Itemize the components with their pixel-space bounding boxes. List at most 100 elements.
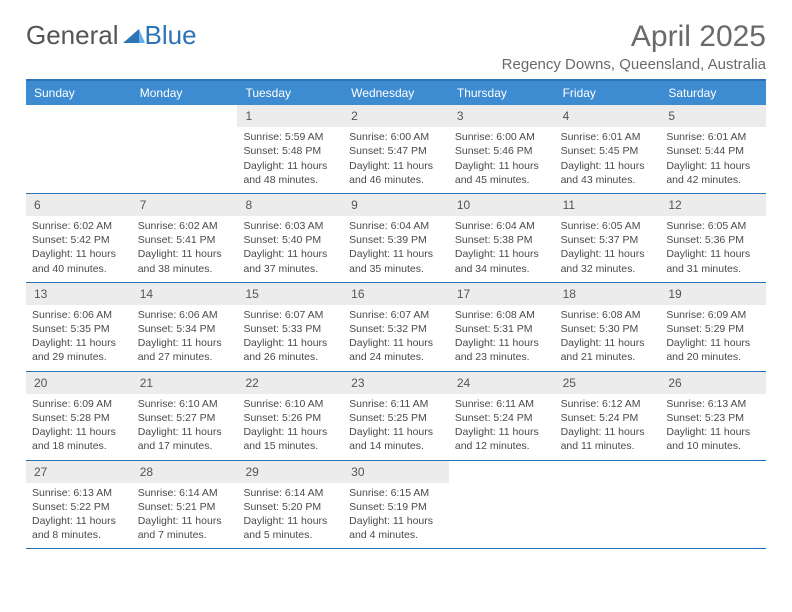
day-number: 21 — [132, 372, 238, 394]
calendar-day: 15 Sunrise: 6:07 AMSunset: 5:33 PMDayligh… — [237, 283, 343, 371]
day-number: 22 — [237, 372, 343, 394]
daylight-text: Daylight: 11 hours and 4 minutes. — [349, 514, 443, 542]
day-number: 6 — [26, 194, 132, 216]
day-body: Sunrise: 6:00 AMSunset: 5:47 PMDaylight:… — [343, 127, 449, 193]
sunrise-text: Sunrise: 6:07 AM — [349, 308, 443, 322]
day-number: 13 — [26, 283, 132, 305]
sunset-text: Sunset: 5:41 PM — [138, 233, 232, 247]
calendar-day: 10Sunrise: 6:04 AMSunset: 5:38 PMDayligh… — [449, 194, 555, 282]
month-title: April 2025 — [502, 20, 766, 54]
day-body: Sunrise: 6:12 AMSunset: 5:24 PMDaylight:… — [555, 394, 661, 460]
calendar-day: 17Sunrise: 6:08 AMSunset: 5:31 PMDayligh… — [449, 283, 555, 371]
calendar-day: 21Sunrise: 6:10 AMSunset: 5:27 PMDayligh… — [132, 372, 238, 460]
day-body: Sunrise: 6:14 AMSunset: 5:21 PMDaylight:… — [132, 483, 238, 549]
calendar-week: 1Sunrise: 5:59 AMSunset: 5:48 PMDaylight… — [26, 105, 766, 194]
sunset-text: Sunset: 5:47 PM — [349, 144, 443, 158]
daylight-text: Daylight: 11 hours and 24 minutes. — [349, 336, 443, 364]
daylight-text: Daylight: 11 hours and 20 minutes. — [666, 336, 760, 364]
sunrise-text: Sunrise: 6:06 AM — [32, 308, 126, 322]
sunrise-text: Sunrise: 6:08 AM — [561, 308, 655, 322]
calendar-day: 23Sunrise: 6:11 AMSunset: 5:25 PMDayligh… — [343, 372, 449, 460]
sunrise-text: Sunrise: 6:08 AM — [455, 308, 549, 322]
sunrise-text: Sunrise: 6:09 AM — [32, 397, 126, 411]
daylight-text: Daylight: 11 hours and 46 minutes. — [349, 159, 443, 187]
sunset-text: Sunset: 5:26 PM — [243, 411, 337, 425]
calendar: Sunday Monday Tuesday Wednesday Thursday… — [26, 79, 766, 549]
sunrise-text: Sunrise: 6:10 AM — [243, 397, 337, 411]
day-body: Sunrise: 6:09 AMSunset: 5:29 PMDaylight:… — [660, 305, 766, 371]
sunrise-text: Sunrise: 6:12 AM — [561, 397, 655, 411]
sunrise-text: Sunrise: 6:07 AM — [243, 308, 337, 322]
sunset-text: Sunset: 5:38 PM — [455, 233, 549, 247]
day-number: 9 — [343, 194, 449, 216]
calendar-day — [449, 461, 555, 549]
sunset-text: Sunset: 5:44 PM — [666, 144, 760, 158]
calendar-day: 12Sunrise: 6:05 AMSunset: 5:36 PMDayligh… — [660, 194, 766, 282]
sunset-text: Sunset: 5:48 PM — [243, 144, 337, 158]
day-number: 1 — [237, 105, 343, 127]
calendar-day: 4Sunrise: 6:01 AMSunset: 5:45 PMDaylight… — [555, 105, 661, 193]
sunset-text: Sunset: 5:29 PM — [666, 322, 760, 336]
weekday-header: Wednesday — [343, 81, 449, 105]
calendar-day: 28Sunrise: 6:14 AMSunset: 5:21 PMDayligh… — [132, 461, 238, 549]
day-body: Sunrise: 6:15 AMSunset: 5:19 PMDaylight:… — [343, 483, 449, 549]
day-body: Sunrise: 6:05 AMSunset: 5:37 PMDaylight:… — [555, 216, 661, 282]
weekday-header: Saturday — [660, 81, 766, 105]
day-number: 15 — [237, 283, 343, 305]
sunrise-text: Sunrise: 6:01 AM — [666, 130, 760, 144]
sunrise-text: Sunrise: 6:09 AM — [666, 308, 760, 322]
daylight-text: Daylight: 11 hours and 26 minutes. — [243, 336, 337, 364]
sunrise-text: Sunrise: 6:11 AM — [455, 397, 549, 411]
day-body: Sunrise: 6:11 AMSunset: 5:24 PMDaylight:… — [449, 394, 555, 460]
location-subtitle: Regency Downs, Queensland, Australia — [502, 56, 766, 73]
weekday-header: Tuesday — [237, 81, 343, 105]
daylight-text: Daylight: 11 hours and 14 minutes. — [349, 425, 443, 453]
day-body: Sunrise: 6:04 AMSunset: 5:39 PMDaylight:… — [343, 216, 449, 282]
calendar-week: 6Sunrise: 6:02 AMSunset: 5:42 PMDaylight… — [26, 194, 766, 283]
day-number: 24 — [449, 372, 555, 394]
sunset-text: Sunset: 5:33 PM — [243, 322, 337, 336]
calendar-day: 9Sunrise: 6:04 AMSunset: 5:39 PMDaylight… — [343, 194, 449, 282]
day-body: Sunrise: 6:05 AMSunset: 5:36 PMDaylight:… — [660, 216, 766, 282]
calendar-day: 19Sunrise: 6:09 AMSunset: 5:29 PMDayligh… — [660, 283, 766, 371]
calendar-week: 27Sunrise: 6:13 AMSunset: 5:22 PMDayligh… — [26, 461, 766, 550]
day-body: Sunrise: 6:10 AMSunset: 5:26 PMDaylight:… — [237, 394, 343, 460]
day-number: 25 — [555, 372, 661, 394]
daylight-text: Daylight: 11 hours and 48 minutes. — [243, 159, 337, 187]
day-number — [555, 461, 661, 467]
day-number: 20 — [26, 372, 132, 394]
sunset-text: Sunset: 5:42 PM — [32, 233, 126, 247]
weekday-header: Friday — [555, 81, 661, 105]
daylight-text: Daylight: 11 hours and 11 minutes. — [561, 425, 655, 453]
sunset-text: Sunset: 5:25 PM — [349, 411, 443, 425]
calendar-day: 6 Sunrise: 6:02 AMSunset: 5:42 PMDaylight… — [26, 194, 132, 282]
sunset-text: Sunset: 5:32 PM — [349, 322, 443, 336]
calendar-day: 11Sunrise: 6:05 AMSunset: 5:37 PMDayligh… — [555, 194, 661, 282]
logo: General Blue — [26, 20, 197, 51]
day-number: 12 — [660, 194, 766, 216]
weekday-header-row: Sunday Monday Tuesday Wednesday Thursday… — [26, 81, 766, 105]
daylight-text: Daylight: 11 hours and 27 minutes. — [138, 336, 232, 364]
sunset-text: Sunset: 5:34 PM — [138, 322, 232, 336]
sunset-text: Sunset: 5:24 PM — [455, 411, 549, 425]
calendar-day: 24Sunrise: 6:11 AMSunset: 5:24 PMDayligh… — [449, 372, 555, 460]
weekday-header: Monday — [132, 81, 238, 105]
sunset-text: Sunset: 5:46 PM — [455, 144, 549, 158]
sunrise-text: Sunrise: 6:15 AM — [349, 486, 443, 500]
daylight-text: Daylight: 11 hours and 12 minutes. — [455, 425, 549, 453]
day-number: 23 — [343, 372, 449, 394]
day-number — [660, 461, 766, 467]
day-number: 5 — [660, 105, 766, 127]
logo-text-blue: Blue — [145, 20, 197, 51]
logo-arrow-icon — [123, 27, 145, 45]
daylight-text: Daylight: 11 hours and 43 minutes. — [561, 159, 655, 187]
sunrise-text: Sunrise: 6:02 AM — [32, 219, 126, 233]
title-block: April 2025 Regency Downs, Queensland, Au… — [502, 20, 766, 73]
daylight-text: Daylight: 11 hours and 35 minutes. — [349, 247, 443, 275]
day-body: Sunrise: 6:07 AMSunset: 5:32 PMDaylight:… — [343, 305, 449, 371]
daylight-text: Daylight: 11 hours and 40 minutes. — [32, 247, 126, 275]
day-number: 3 — [449, 105, 555, 127]
sunset-text: Sunset: 5:21 PM — [138, 500, 232, 514]
sunrise-text: Sunrise: 6:14 AM — [243, 486, 337, 500]
weekday-header: Sunday — [26, 81, 132, 105]
